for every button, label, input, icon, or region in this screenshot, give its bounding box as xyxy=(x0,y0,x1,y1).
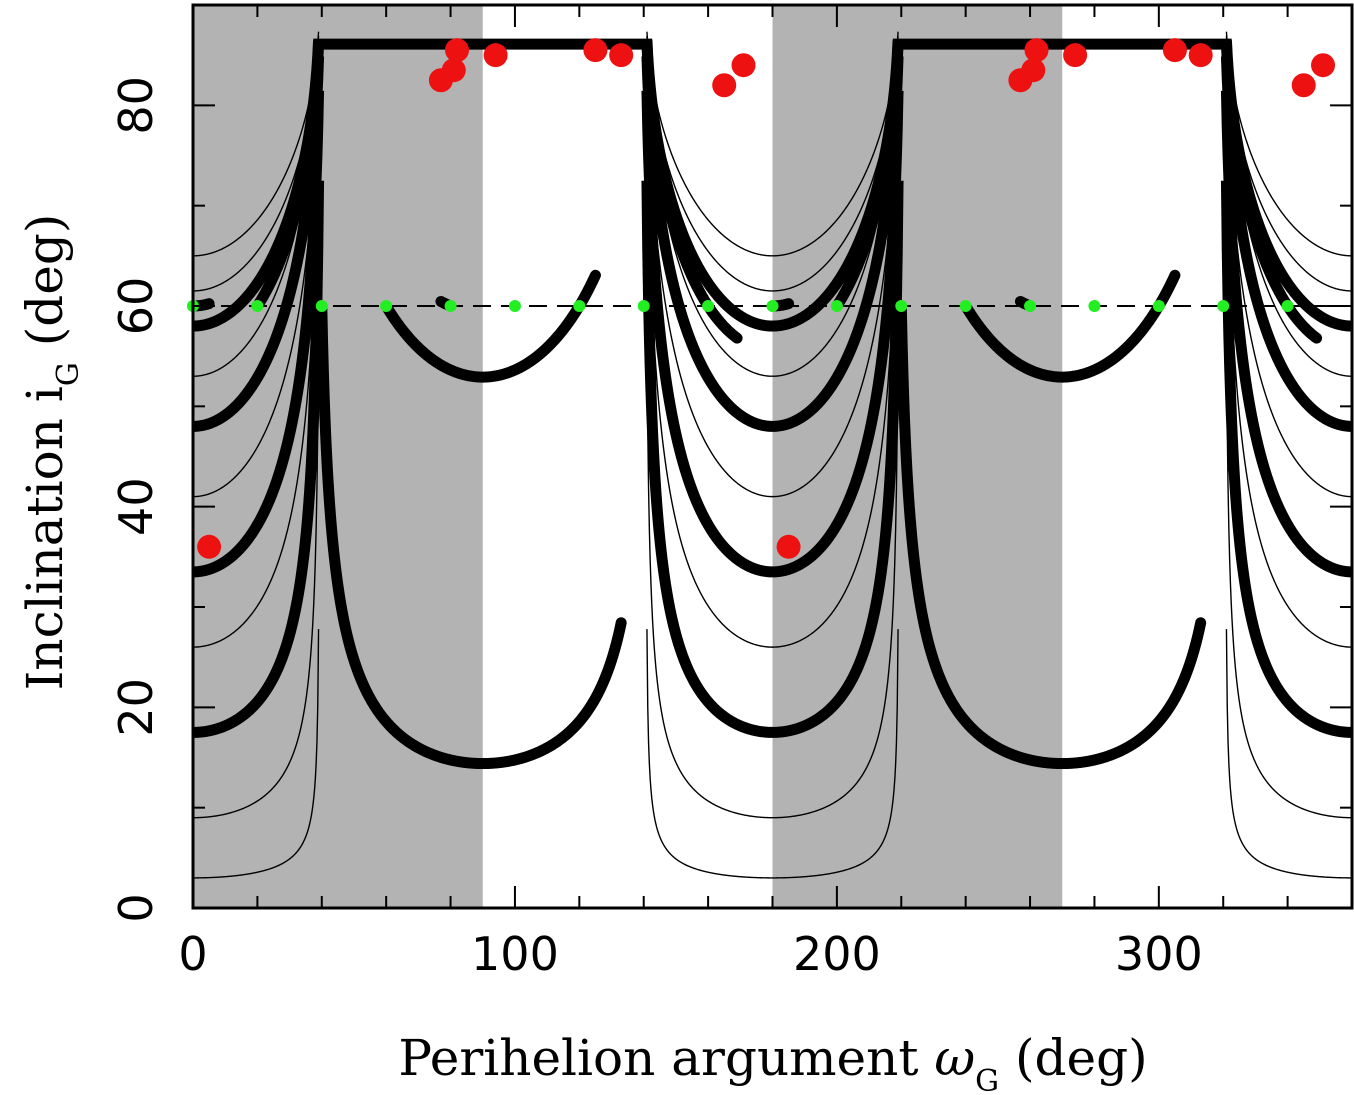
trajectory-curve-4 xyxy=(188,90,1354,578)
green-point-16 xyxy=(1217,300,1230,312)
thick-trajectory-7 xyxy=(895,300,1207,770)
y-tick-label-1: 20 xyxy=(109,678,163,737)
green-point-5 xyxy=(508,300,521,312)
y-ticks: 0 20 40 60 80 xyxy=(109,4,1352,923)
red-point-4 xyxy=(483,43,508,68)
red-point-16 xyxy=(1291,73,1316,98)
green-point-10 xyxy=(830,300,843,312)
y-tick-label-2: 40 xyxy=(109,477,163,536)
x-axis-label: Perihelion argument ωG (deg) xyxy=(398,1029,1147,1095)
red-point-8 xyxy=(731,53,756,78)
trajectory-curve-5 xyxy=(193,70,1352,498)
red-point-0 xyxy=(197,534,222,559)
green-point-11 xyxy=(895,300,908,312)
trajectory-curve-3 xyxy=(193,120,1352,648)
green-point-15 xyxy=(1152,300,1165,312)
y-axis-label: Inclination iG (deg) xyxy=(16,214,86,691)
y-axis-label-unit: (deg) xyxy=(16,214,74,363)
trajectory-curve-10 xyxy=(193,31,1352,257)
shaded-band-1 xyxy=(772,5,1063,908)
green-point-12 xyxy=(959,300,972,312)
trajectory-curve-9 xyxy=(192,35,1353,292)
y-tick-label-3: 60 xyxy=(109,277,163,336)
y-tick-label-0: 0 xyxy=(109,893,163,922)
x-axis-label-unit: (deg) xyxy=(999,1029,1148,1087)
thick-trajectories xyxy=(187,38,1323,770)
x-tick-label-3: 300 xyxy=(1115,927,1203,981)
red-point-17 xyxy=(1311,53,1336,78)
thick-trajectory-6 xyxy=(831,38,1323,344)
green-point-17 xyxy=(1281,300,1294,312)
red-point-12 xyxy=(1024,38,1049,63)
red-point-7 xyxy=(712,73,737,98)
trajectory-curve-6 xyxy=(188,56,1354,432)
x-tick-label-0: 0 xyxy=(178,927,207,981)
thick-trajectory-8 xyxy=(960,269,1181,383)
trajectory-curves xyxy=(188,31,1354,879)
y-tick-label-4: 80 xyxy=(109,76,163,135)
x-axis-label-symbol: ω xyxy=(934,1029,975,1087)
green-point-1 xyxy=(251,300,264,312)
green-point-2 xyxy=(315,300,328,312)
red-point-3 xyxy=(444,38,469,63)
green-point-6 xyxy=(573,300,586,312)
trajectory-curve-2 xyxy=(188,180,1354,738)
red-point-6 xyxy=(609,43,634,68)
green-point-4 xyxy=(444,300,457,312)
x-axis-label-subscript: G xyxy=(975,1064,999,1095)
y-axis-label-subscript: G xyxy=(51,362,86,386)
trajectory-curve-0 xyxy=(193,629,1352,879)
red-point-5 xyxy=(583,38,608,63)
red-point-14 xyxy=(1162,38,1187,63)
shaded-band-0 xyxy=(193,5,483,908)
x-ticks: 0 100 200 300 xyxy=(178,5,1353,981)
green-point-8 xyxy=(702,300,715,312)
thick-trajectory-2 xyxy=(316,300,627,770)
green-point-3 xyxy=(380,300,393,312)
green-point-13 xyxy=(1024,300,1037,312)
green-point-7 xyxy=(637,300,650,312)
y-axis-label-text: Inclination i xyxy=(16,386,74,690)
x-axis-label-text: Perihelion argument xyxy=(398,1029,934,1087)
x-tick-label-2: 200 xyxy=(793,927,881,981)
red-point-9 xyxy=(776,534,801,559)
red-points xyxy=(197,38,1336,559)
green-point-14 xyxy=(1088,300,1101,312)
trajectory-curve-1 xyxy=(193,327,1352,819)
red-point-15 xyxy=(1188,43,1213,68)
thick-trajectory-3 xyxy=(380,269,601,383)
thick-trajectory-1 xyxy=(251,38,743,344)
x-tick-label-1: 100 xyxy=(471,927,559,981)
green-point-9 xyxy=(766,300,779,312)
red-point-11 xyxy=(1021,58,1046,83)
green-points xyxy=(187,300,1294,312)
shaded-bands xyxy=(193,5,1063,908)
red-point-2 xyxy=(441,58,466,83)
red-point-13 xyxy=(1063,43,1088,68)
